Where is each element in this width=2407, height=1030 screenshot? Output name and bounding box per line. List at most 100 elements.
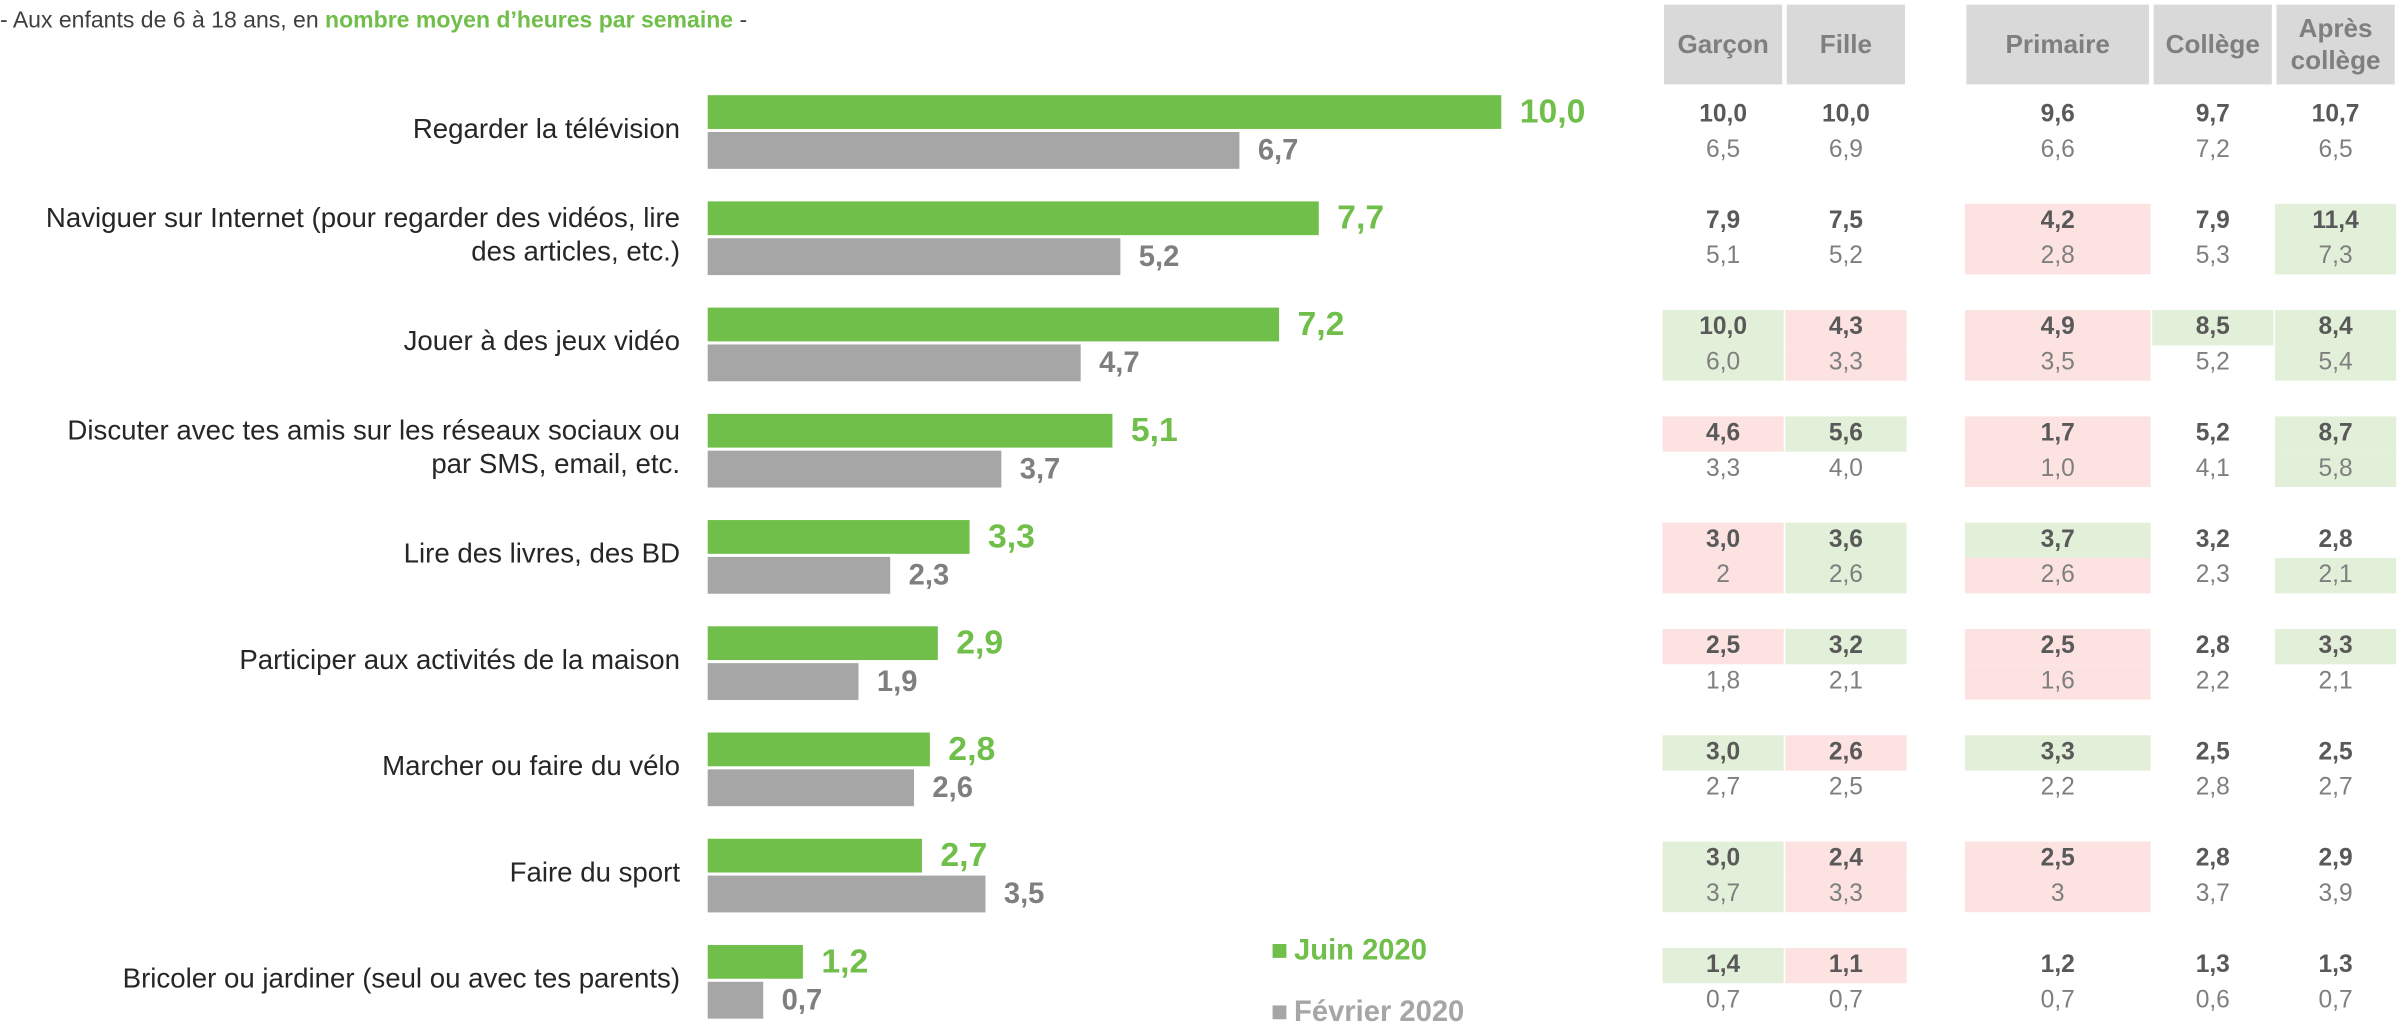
cell-value: 0,7 [2319, 986, 2353, 1013]
cell-value: 4,1 [2196, 455, 2230, 482]
cell-value: 2,2 [2041, 774, 2075, 801]
cell-highlight [1964, 735, 2151, 771]
value-label: 7,2 [1298, 305, 1345, 343]
cell-highlight [1785, 310, 1907, 346]
cell-value: 6,5 [2319, 136, 2353, 163]
category-label: Faire du sport [510, 856, 681, 887]
cell-highlight [2274, 557, 2397, 594]
value-label: 2,7 [940, 836, 987, 874]
cell-value: 3,3 [2319, 632, 2353, 659]
cell-value: 4,2 [2041, 207, 2075, 234]
category-label: Bricoler ou jardiner (seul ou avec tes p… [123, 963, 680, 994]
cell-highlight [2274, 345, 2397, 381]
cell-value: 0,7 [1706, 986, 1740, 1013]
cell-value: 10,0 [1822, 101, 1870, 128]
cell-value: 1,2 [2041, 951, 2075, 978]
cell-value: 3,7 [1706, 880, 1740, 907]
bar [707, 413, 1113, 448]
cell-value: 1,4 [1706, 951, 1740, 978]
cell-value: 2 [1716, 561, 1730, 588]
value-label: 7,7 [1337, 199, 1384, 237]
value-label: 5,1 [1131, 411, 1178, 449]
header-cell [2153, 4, 2272, 85]
legend-swatch [1272, 1005, 1287, 1020]
cell-value: 2,8 [2041, 242, 2075, 269]
legend-label: Février 2020 [1294, 996, 1464, 1028]
category-label: Regarder la télévision [413, 113, 680, 144]
value-label: 6,7 [1258, 135, 1299, 167]
legend-swatch [1272, 944, 1287, 958]
cell-highlight [1662, 628, 1784, 665]
subtitle-part: - [733, 7, 747, 33]
cell-highlight [1785, 628, 1907, 665]
cell-value: 5,4 [2319, 349, 2353, 376]
cell-highlight [1662, 345, 1784, 381]
cell-value: 2,1 [1829, 667, 1863, 694]
cell-value: 2,5 [1706, 632, 1740, 659]
cell-value: 6,0 [1706, 349, 1740, 376]
cell-highlight [1964, 310, 2151, 346]
cell-highlight [1662, 735, 1784, 771]
cell-highlight [2274, 239, 2397, 275]
cell-value: 4,0 [1829, 455, 1863, 482]
header-label: Primaire [2006, 29, 2110, 59]
cell-value: 10,7 [2312, 101, 2360, 128]
cell-highlight [2152, 310, 2274, 346]
cell-value: 1,0 [2041, 455, 2075, 482]
bar [707, 981, 764, 1019]
bar [707, 201, 1319, 236]
cell-value: 2,5 [1829, 774, 1863, 801]
cell-value: 3,5 [2041, 349, 2075, 376]
bar [707, 626, 938, 661]
cell-highlight [1785, 876, 1907, 913]
cell-value: 5,1 [1706, 242, 1740, 269]
cell-highlight [1964, 522, 2151, 558]
value-label: 1,2 [821, 942, 868, 980]
cell-value: 2,8 [2319, 526, 2353, 553]
cell-highlight [1785, 345, 1907, 381]
category-label: Discuter avec tes amis sur les réseaux s… [67, 415, 680, 480]
cell-highlight [1964, 841, 2151, 877]
cell-value: 2,5 [2319, 738, 2353, 765]
value-label: 3,7 [1020, 453, 1061, 485]
cell-value: 3,2 [1829, 632, 1863, 659]
cell-value: 0,6 [2196, 986, 2230, 1013]
cell-highlight [1964, 239, 2151, 275]
value-label: 0,7 [782, 984, 823, 1016]
cell-value: 2,8 [2196, 845, 2230, 872]
cell-value: 3,7 [2041, 526, 2075, 553]
legend-label: Juin 2020 [1294, 934, 1427, 966]
cell-value: 4,6 [1706, 420, 1740, 447]
cell-value: 6,6 [2041, 136, 2075, 163]
cell-value: 5,8 [2319, 455, 2353, 482]
cell-value: 2,8 [2196, 774, 2230, 801]
cell-value: 2,3 [2196, 561, 2230, 588]
value-label: 10,0 [1520, 93, 1586, 131]
cell-highlight [1662, 522, 1784, 558]
cell-highlight [1662, 876, 1784, 913]
cell-value: 9,6 [2041, 101, 2075, 128]
cell-value: 2,2 [2196, 667, 2230, 694]
category-label: Naviguer sur Internet (pour regarder des… [46, 202, 680, 267]
cell-value: 1,1 [1829, 951, 1863, 978]
cell-value: 5,2 [2196, 349, 2230, 376]
cell-value: 0,7 [2041, 986, 2075, 1013]
cell-value: 3,6 [1829, 526, 1863, 553]
cell-value: 6,5 [1706, 136, 1740, 163]
cell-value: 3,3 [2041, 738, 2075, 765]
header-label: Collège [2166, 29, 2260, 59]
cell-value: 7,2 [2196, 136, 2230, 163]
bar [707, 663, 859, 700]
cell-value: 2,7 [2319, 774, 2353, 801]
cell-value: 7,9 [2196, 207, 2230, 234]
cell-highlight [1662, 557, 1784, 594]
value-label: 2,6 [932, 772, 973, 804]
category-label: Participer aux activités de la maison [239, 644, 680, 675]
bar [707, 556, 891, 594]
cell-highlight [1785, 841, 1907, 877]
cell-value: 3,2 [2196, 526, 2230, 553]
cell-value: 3,7 [2196, 880, 2230, 907]
cell-value: 3,3 [1706, 455, 1740, 482]
cell-value: 1,3 [2196, 951, 2230, 978]
cell-value: 5,3 [2196, 242, 2230, 269]
